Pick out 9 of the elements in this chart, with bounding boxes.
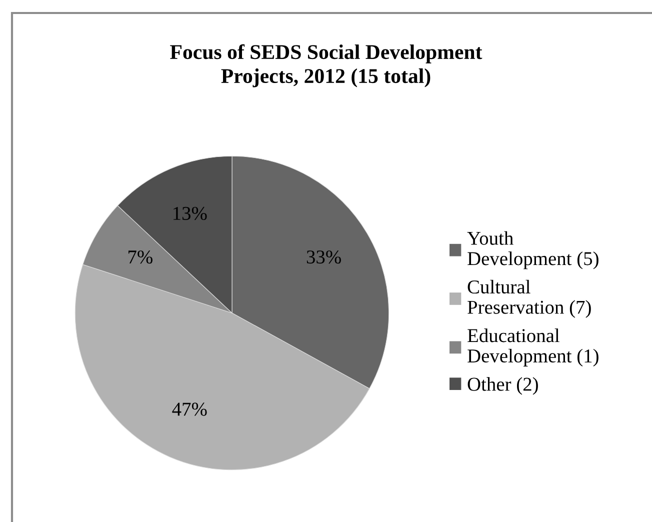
legend-label: Other (2) — [468, 377, 538, 395]
data-label: 7% — [128, 250, 152, 264]
data-label: 33% — [306, 250, 341, 264]
legend-label: Cultural Preservation (7) — [468, 280, 591, 318]
legend-label: Educational Development (1) — [468, 328, 598, 366]
data-label: 13% — [174, 206, 207, 220]
legend-label: Youth Development (5) — [467, 231, 598, 270]
chart-title: Focus of SEDS Social Development Projects, 2012 (15 total) — [170, 44, 482, 88]
data-label: 47% — [172, 402, 207, 416]
